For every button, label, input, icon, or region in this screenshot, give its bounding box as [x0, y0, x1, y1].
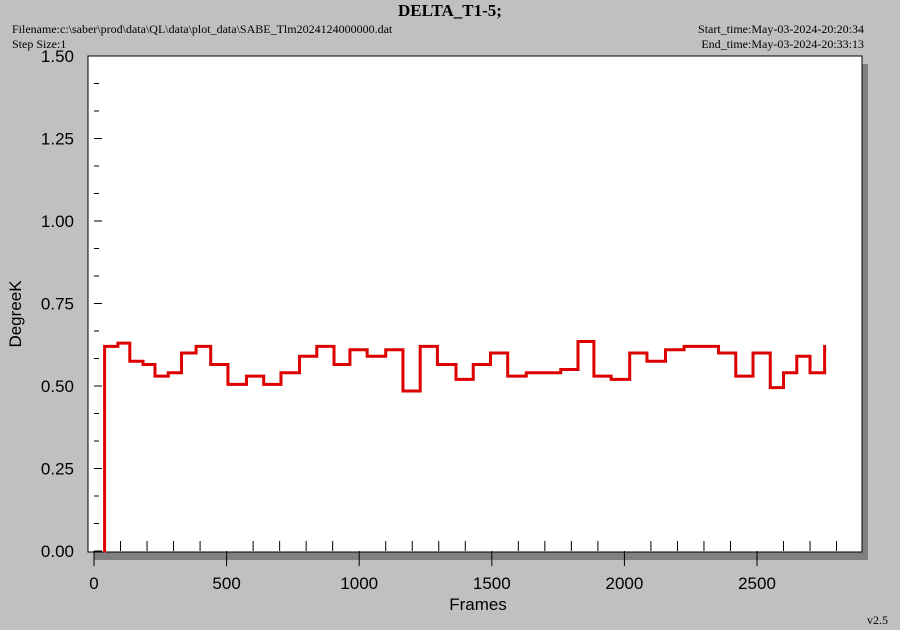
x-tick-label: 2500 — [738, 574, 776, 593]
x-tick-label: 1000 — [340, 574, 378, 593]
y-tick-label: 0.25 — [41, 460, 74, 479]
y-tick-label: 0.75 — [41, 295, 74, 314]
chart-title: DELTA_T1-5; — [398, 1, 502, 20]
x-tick-label: 0 — [89, 574, 98, 593]
x-tick-label: 1500 — [473, 574, 511, 593]
start-time-label: Start_time:May-03-2024-20:20:34 — [698, 22, 864, 36]
series-layer — [103, 339, 827, 553]
plot-area — [87, 55, 863, 553]
y-tick-label: 1.25 — [41, 130, 74, 149]
y-tick-label: 1.00 — [41, 212, 74, 231]
y-tick-label: 0.00 — [41, 542, 74, 561]
series-line — [103, 339, 827, 553]
axes: 0.00 0.25 0.50 0.75 1.00 1.25 1.50 0 500 1000 1500… — [41, 47, 838, 593]
x-axis-label: Frames — [449, 595, 507, 614]
x-tick-label: 2000 — [605, 574, 643, 593]
y-axis-label: DegreeK — [6, 280, 25, 348]
end-time-label: End_time:May-03-2024-20:33:13 — [701, 37, 864, 51]
x-tick-label: 500 — [212, 574, 240, 593]
version-label: v2.5 — [867, 613, 888, 627]
step-size-label: Step Size:1 — [12, 37, 67, 51]
y-tick-label: 1.50 — [41, 47, 74, 66]
filename-label: Filename:c:\saber\prod\data\QL\data\plot… — [12, 22, 393, 36]
file-info: Filename:c:\saber\prod\data\QL\data\plot… — [12, 22, 392, 52]
y-tick-label: 0.50 — [41, 377, 74, 396]
time-info: Start_time:May-03-2024-20:20:34 End_time… — [698, 22, 864, 52]
